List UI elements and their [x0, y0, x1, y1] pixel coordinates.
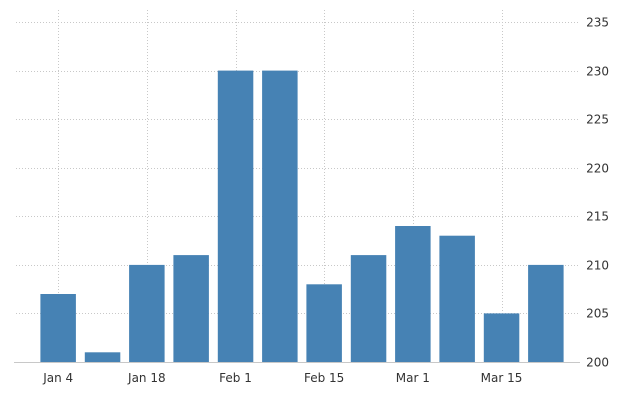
bar — [173, 255, 209, 362]
y-tick-label: 200 — [586, 356, 609, 370]
grid — [16, 10, 580, 362]
x-tick-label: Mar 15 — [481, 371, 523, 385]
bar — [439, 235, 475, 362]
bar — [528, 264, 564, 362]
bar — [84, 352, 121, 362]
x-axis-ticks: Jan 4 Jan 18 Feb 1 Feb 15 Mar 1 Mar 15 — [42, 371, 522, 385]
bar — [217, 70, 254, 362]
y-tick-label: 230 — [586, 65, 609, 79]
bar — [483, 313, 520, 362]
y-tick-label: 235 — [586, 16, 609, 30]
bar — [129, 264, 165, 362]
bar — [306, 284, 342, 362]
y-tick-label: 215 — [586, 210, 609, 224]
x-tick-label: Feb 15 — [304, 371, 344, 385]
bar — [350, 255, 387, 362]
bar — [395, 226, 431, 362]
x-tick-label: Feb 1 — [219, 371, 252, 385]
y-tick-label: 210 — [586, 259, 609, 273]
y-tick-label: 205 — [586, 307, 609, 321]
y-tick-label: 225 — [586, 113, 609, 127]
bar — [262, 70, 298, 362]
x-tick-label: Jan 18 — [127, 371, 166, 385]
bar — [40, 294, 76, 362]
y-tick-label: 220 — [586, 162, 609, 176]
bars — [40, 70, 564, 362]
x-tick-label: Jan 4 — [42, 371, 73, 385]
y-axis-ticks: 200 205 210 215 220 225 230 235 — [586, 16, 609, 370]
x-tick-label: Mar 1 — [396, 371, 430, 385]
